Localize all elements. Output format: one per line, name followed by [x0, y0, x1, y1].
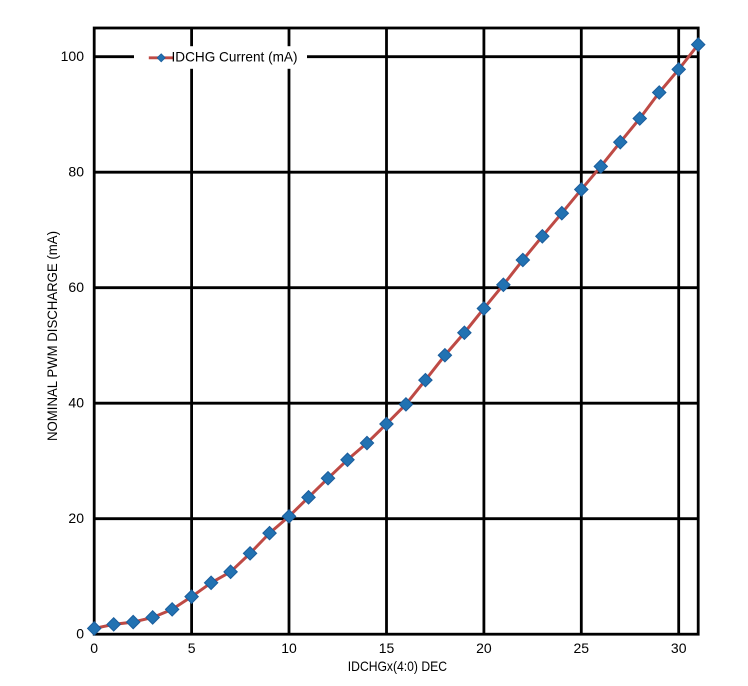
svg-text:20: 20	[476, 640, 492, 656]
svg-text:30: 30	[671, 640, 687, 656]
svg-text:0: 0	[90, 640, 98, 656]
svg-text:IDCHGx(4:0) DEC: IDCHGx(4:0) DEC	[348, 658, 447, 674]
svg-text:10: 10	[281, 640, 297, 656]
svg-text:25: 25	[574, 640, 590, 656]
svg-text:5: 5	[188, 640, 196, 656]
svg-text:0: 0	[76, 626, 84, 642]
svg-text:100: 100	[61, 48, 85, 64]
svg-text:60: 60	[68, 279, 84, 295]
svg-text:20: 20	[68, 510, 84, 526]
svg-text:40: 40	[68, 395, 84, 411]
svg-text:IDCHG Current (mA): IDCHG Current (mA)	[172, 48, 298, 64]
svg-text:15: 15	[379, 640, 395, 656]
svg-text:80: 80	[68, 164, 84, 180]
svg-text:NOMINAL PWM DISCHARGE (mA): NOMINAL PWM DISCHARGE (mA)	[44, 231, 60, 441]
